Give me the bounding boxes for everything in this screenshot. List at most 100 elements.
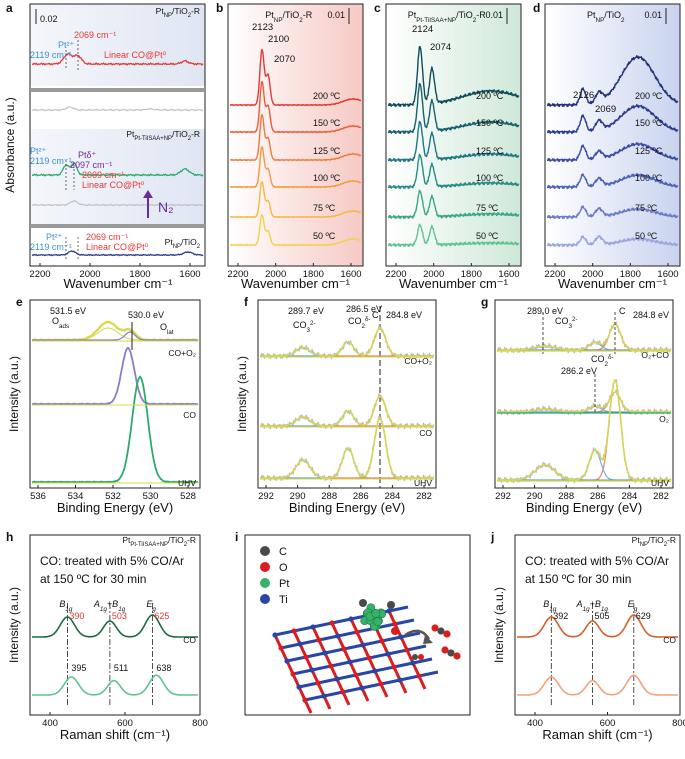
lattice-bond [388,605,409,613]
lattice-atom [329,620,335,626]
x-tick-label: 292 [258,491,274,502]
peak-label: 2124 [412,24,433,35]
fit-f-co2 [260,447,434,479]
series-label: O₂ [659,414,669,424]
panel-a-xlabel: Wavenumber cm⁻¹ [64,276,174,291]
panel-f-ylabel: Intensity (a.u.) [235,356,249,432]
ann-ptd: Ptδ⁺ [78,150,97,160]
panel-g-frame [494,299,674,489]
mode-label: Eg [628,599,638,613]
lattice-bond [324,647,345,655]
panel-h-xlabel: Raman shift (cm⁻¹) [60,727,170,742]
lattice-atom [316,637,322,643]
legend-label: Pt [279,578,289,590]
ann: CO2δ- [348,316,371,330]
c-atom [359,599,367,607]
fit-e-co [31,347,199,406]
x-tick-label: 284 [384,491,400,502]
ann: Olat [160,322,174,336]
legend-label: C [279,546,287,558]
lattice-atom [366,655,372,661]
lattice-atom [335,633,341,639]
x-tick-label: 600 [117,718,133,729]
ann-pt2: Pt²⁺ [46,232,63,242]
envelope-g [497,391,671,413]
lattice-bond [286,655,307,663]
lattice-bond [305,651,326,659]
c-atom [437,627,445,635]
n2-arrowhead [143,190,153,198]
ann: 286.2 eV [561,366,597,376]
ann: Oads [52,316,69,330]
x-tick-label: 2200 [29,269,50,280]
lattice-bond [343,643,364,651]
panel-d-frame [544,3,681,267]
panel-letter-f: f [244,295,249,309]
panel-letter-a: a [6,1,13,15]
raman-h-top [31,614,198,638]
spectrum-b-0 [229,48,361,107]
series-label: CO [183,635,196,645]
fit-g-c [497,391,671,413]
o-atom [443,630,451,638]
x-tick-label: 2200 [544,269,565,280]
series-label: O₂+CO [641,350,669,360]
x-tick-label: 534 [68,491,84,502]
ann: 286.5 eV [346,304,382,314]
series-label: CO+O₂ [404,356,432,366]
x-tick-label: 286 [590,491,606,502]
panel-b-title: PtNP/TiO2-R [265,10,312,24]
ann: 530.0 eV [128,310,164,320]
lattice-bond [318,634,339,642]
panel-h-frame [29,534,201,716]
peak-label: 2074 [430,42,451,53]
pt-atom [371,609,381,618]
lattice-bond [304,694,325,702]
scale-label: 0.01 [485,10,503,20]
panel-j-ylabel: Intensity (a.u.) [492,587,506,663]
peak-label: 2123 [252,22,273,33]
lattice-atom [278,645,284,651]
lattice-atom [310,624,316,630]
lattice-bond [355,669,376,677]
lattice-bond [394,618,415,626]
panel-b-frame [227,3,364,267]
panel-b-bg [228,4,363,266]
lattice-atom [353,672,359,678]
lattice-bond [298,681,319,689]
ann-2069: 2069 cm⁻¹ [86,232,128,242]
envelope-g [497,323,671,351]
scale-label: 0.01 [644,10,662,20]
peak-label: 2126 [573,90,594,101]
lattice-atom [303,654,309,660]
x-tick-label: 282 [416,491,432,502]
series-label: UHV [651,478,669,488]
panel-letter-i: i [235,530,238,544]
legend-atom-Pt [260,578,270,588]
lattice-atom [291,628,297,634]
envelope-f [260,327,434,357]
mode-label: A1g+B1g [93,599,126,613]
series-label: UHV [178,478,196,488]
temp-label: 150 ºC [476,118,504,128]
note: at 150 ºC for 30 min [525,572,631,586]
lattice-bond [317,677,338,685]
lattice-atom [309,667,315,673]
lattice-bond [292,668,313,676]
spectrum-d-5 [546,235,679,248]
x-tick-label: 800 [192,718,208,729]
ann: C [372,310,379,320]
x-tick-label: 290 [527,491,543,502]
panel-letter-d: d [533,1,540,15]
lattice-atom [290,671,296,677]
mode-label: A1g+B1g [576,599,609,613]
lattice-atom [359,685,365,691]
temp-label: 50 ºC [313,231,336,241]
panel-a-ylabel: Absorbance (a.u.) [3,97,17,192]
lattice-atom [284,658,290,664]
temp-label: 100 ºC [476,173,504,183]
x-tick-label: 288 [321,491,337,502]
o-atom [418,654,424,660]
ann-linear: Linear CO@Pt⁰ [82,180,145,190]
